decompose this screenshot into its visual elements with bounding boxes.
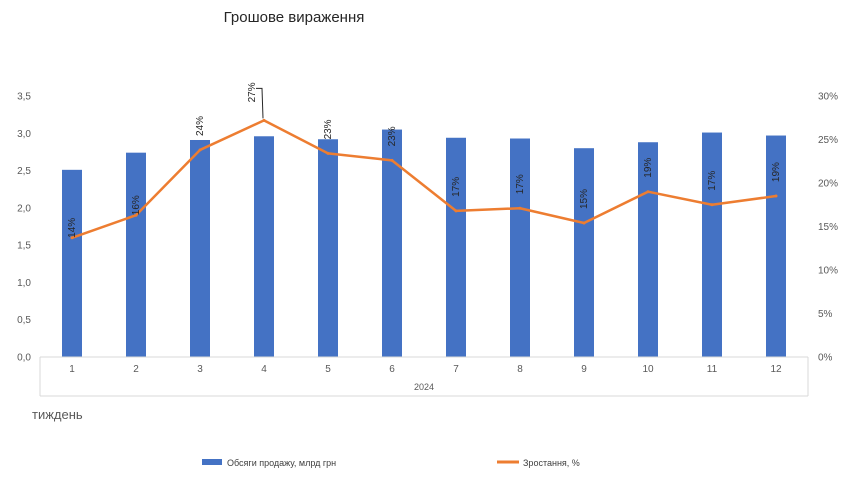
line-point (646, 190, 650, 194)
right-tick-label: 25% (818, 135, 838, 146)
left-tick-label: 1,0 (17, 278, 31, 289)
left-tick-label: 0,0 (17, 353, 31, 364)
x-tick-label: 3 (197, 364, 203, 375)
line-point (710, 203, 714, 207)
x-tick-label: 12 (770, 364, 782, 375)
left-tick-label: 0,5 (17, 315, 31, 326)
left-tick-label: 2,0 (17, 203, 31, 214)
x-tick-label: 9 (581, 364, 587, 375)
right-tick-label: 10% (818, 266, 838, 277)
left-tick-label: 3,5 (17, 92, 31, 103)
x-tick-label: 1 (69, 364, 75, 375)
right-tick-label: 30% (818, 92, 838, 103)
line-point (390, 158, 394, 162)
right-tick-label: 15% (818, 222, 838, 233)
data-label: 17% (515, 174, 526, 194)
x-group-label: 2024 (414, 382, 434, 392)
line-point (70, 236, 74, 240)
bar (574, 148, 594, 357)
line-point (518, 206, 522, 210)
bar (254, 136, 274, 357)
growth-line (71, 119, 777, 239)
x-tick-label: 4 (261, 364, 267, 375)
legend: Обсяги продажу, млрд грн Зростання, % (202, 458, 580, 468)
left-tick-label: 2,5 (17, 166, 31, 177)
data-label: 19% (771, 162, 782, 182)
bar (638, 142, 658, 357)
x-tick-label: 8 (517, 364, 523, 375)
legend-bar-label: Обсяги продажу, млрд грн (227, 458, 336, 468)
bar (382, 129, 402, 357)
bar (318, 139, 338, 357)
chart-title: Грошове вираження (224, 9, 365, 26)
bar (510, 138, 530, 357)
left-y-axis: 0,0 0,5 1,0 1,5 2,0 2,5 3,0 3,5 (17, 92, 31, 364)
x-tick-label: 2 (133, 364, 139, 375)
line-point (454, 209, 458, 213)
data-label: 19% (643, 158, 654, 178)
right-tick-label: 20% (818, 179, 838, 190)
bar (62, 169, 82, 357)
x-axis: 2024 1 2 3 4 5 6 7 8 9 10 11 12 (39, 356, 809, 397)
data-label: 27% (247, 82, 258, 102)
label-leader-line (256, 87, 264, 119)
x-tick-label: 7 (453, 364, 459, 375)
right-tick-label: 0% (818, 353, 833, 364)
data-label: 24% (195, 116, 206, 136)
bar (702, 132, 722, 357)
data-labels: 14% 16% 24% 27% 23% 23% 17% 17% 15% 19% 17% 19% (67, 82, 782, 238)
legend-line-label: Зростання, % (523, 458, 580, 468)
line-point (326, 151, 330, 155)
bar (766, 135, 786, 357)
data-label: 17% (451, 177, 462, 197)
right-tick-label: 5% (818, 309, 833, 320)
right-y-axis: 0% 5% 10% 15% 20% 25% 30% (818, 92, 838, 364)
left-tick-label: 3,0 (17, 129, 31, 140)
bar-series (62, 129, 786, 357)
line-point (262, 118, 266, 122)
data-label: 23% (323, 119, 334, 139)
x-tick-label: 5 (325, 364, 331, 375)
line-series (70, 118, 778, 240)
data-label: 23% (387, 126, 398, 146)
line-point (198, 148, 202, 152)
bar (126, 152, 146, 357)
legend-bar-swatch (202, 459, 222, 465)
data-label: 14% (67, 218, 78, 238)
bar (190, 139, 210, 357)
x-tick-label: 11 (707, 364, 718, 375)
line-point (774, 194, 778, 198)
bar (446, 137, 466, 357)
x-tick-label: 6 (389, 364, 395, 375)
data-label: 17% (707, 171, 718, 191)
line-point (582, 221, 586, 225)
line-point (134, 213, 138, 217)
x-tick-label: 10 (642, 364, 654, 375)
data-label: 15% (579, 189, 590, 209)
data-label: 16% (131, 195, 142, 215)
x-axis-title: тиждень (32, 407, 83, 422)
left-tick-label: 1,5 (17, 241, 31, 252)
